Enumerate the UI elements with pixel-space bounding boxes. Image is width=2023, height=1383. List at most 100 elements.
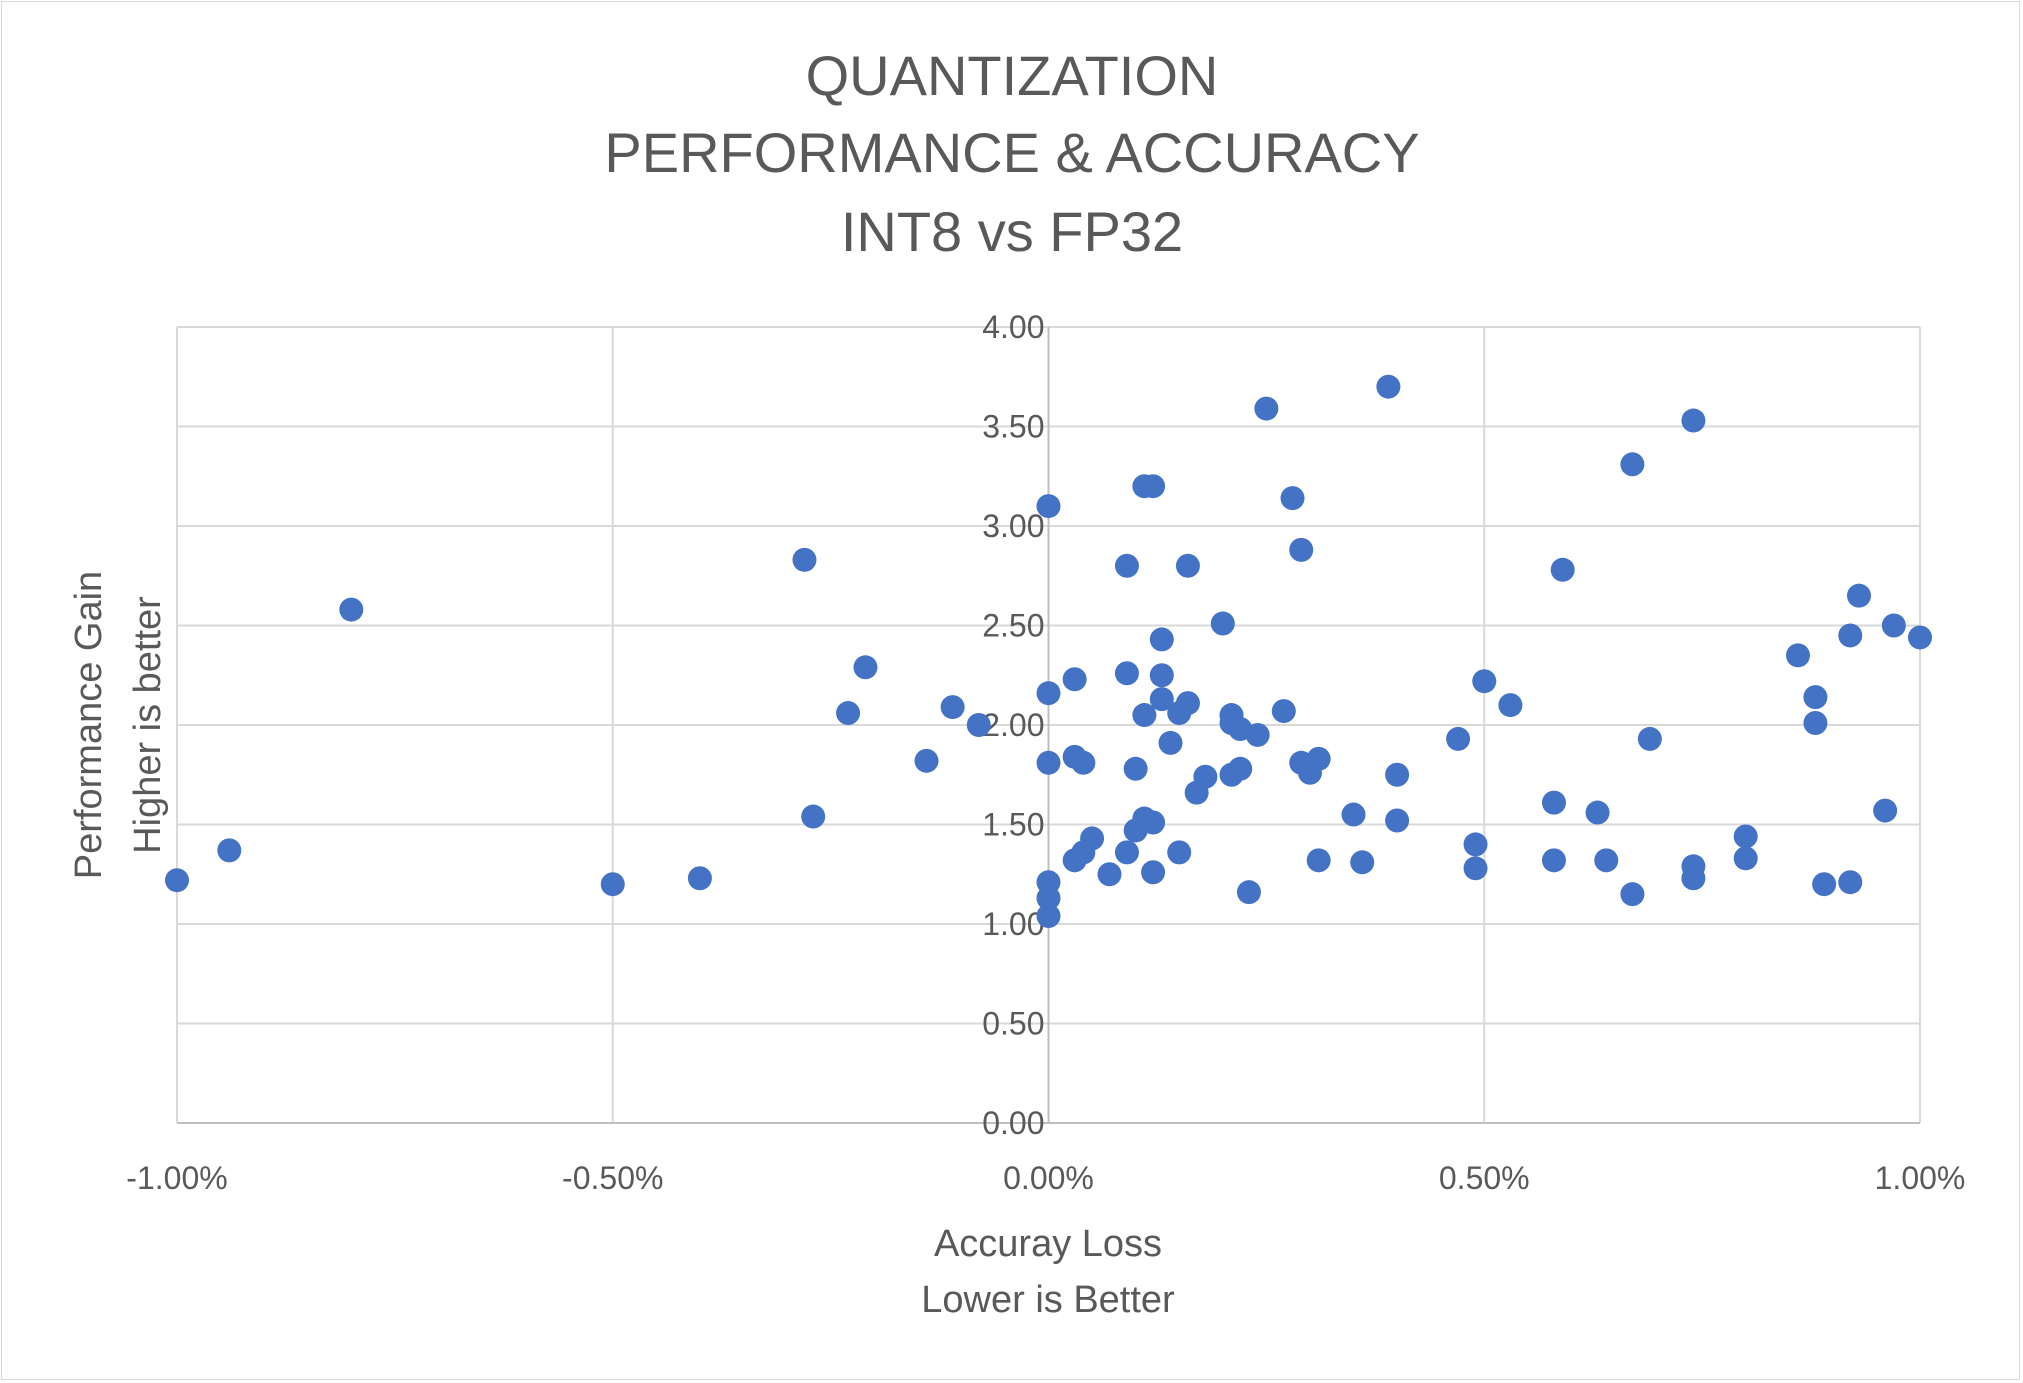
scatter-point — [853, 655, 878, 680]
scatter-point — [1620, 452, 1645, 477]
x-tick-label: 0.00% — [1003, 1160, 1094, 1196]
scatter-point — [1175, 691, 1200, 716]
scatter-point — [1620, 882, 1645, 907]
chart-title-line: INT8 vs FP32 — [841, 200, 1183, 263]
scatter-point — [600, 872, 625, 897]
scatter-point — [1803, 685, 1828, 710]
scatter-point — [792, 547, 817, 572]
scatter-point — [1193, 764, 1218, 789]
scatter-point — [1071, 750, 1096, 775]
scatter-point — [1541, 790, 1566, 815]
scatter-point — [1036, 750, 1061, 775]
scatter-point — [1123, 756, 1148, 781]
scatter-point — [1733, 846, 1758, 871]
scatter-point — [1158, 730, 1183, 755]
scatter-point — [1846, 583, 1871, 608]
scatter-point — [1838, 623, 1863, 648]
y-tick-label: 1.50 — [982, 807, 1044, 843]
scatter-point — [1376, 374, 1401, 399]
scatter-point — [1463, 856, 1488, 881]
scatter-point — [801, 804, 826, 829]
scatter-point — [1306, 746, 1331, 771]
scatter-point — [1289, 537, 1314, 562]
scatter-point — [1585, 800, 1610, 825]
scatter-point — [1681, 408, 1706, 433]
scatter-point — [1838, 870, 1863, 895]
scatter-point — [1062, 667, 1087, 692]
scatter-point — [1167, 840, 1192, 865]
y-tick-label: 4.00 — [982, 309, 1044, 345]
scatter-point — [339, 597, 364, 622]
y-tick-label: 0.00 — [982, 1105, 1044, 1141]
chart-title-line: PERFORMANCE & ACCURACY — [604, 121, 1419, 184]
scatter-point — [1149, 687, 1174, 712]
y-tick-labels: 0.00 0.50 1.00 1.50 2.00 2.50 3.00 3.50 4.00 — [982, 309, 1044, 1141]
data-points — [165, 374, 1932, 929]
scatter-point — [1114, 553, 1139, 578]
scatter-point — [1254, 396, 1279, 421]
y-tick-label: 3.50 — [982, 409, 1044, 445]
scatter-point — [1097, 862, 1122, 887]
scatter-point — [1594, 848, 1619, 873]
scatter-point — [165, 868, 189, 893]
y-axis-title-line: Higher is better — [127, 596, 169, 854]
scatter-point — [1114, 661, 1139, 686]
scatter-point — [1785, 643, 1810, 668]
y-axis-title-line: Performance Gain — [68, 571, 110, 879]
scatter-point — [1280, 486, 1305, 511]
x-tick-label: -1.00% — [126, 1160, 227, 1196]
scatter-point — [1141, 474, 1166, 499]
scatter-point — [1141, 860, 1166, 885]
y-tick-label: 1.00 — [982, 906, 1044, 942]
scatter-point — [1812, 872, 1837, 897]
scatter-point — [1341, 802, 1366, 827]
scatter-point — [1149, 627, 1174, 652]
scatter-point — [1149, 663, 1174, 688]
y-tick-label: 0.50 — [982, 1006, 1044, 1042]
scatter-point — [1498, 693, 1523, 718]
scatter-point — [1873, 798, 1898, 823]
x-tick-labels: -1.00% -0.50% 0.00% 0.50% 1.00% — [126, 1160, 1965, 1196]
axes — [177, 327, 1920, 1124]
scatter-point — [1541, 848, 1566, 873]
scatter-point — [1036, 904, 1061, 929]
scatter-point — [914, 748, 939, 773]
scatter-point — [1803, 711, 1828, 736]
scatter-point — [1908, 625, 1932, 650]
scatter-point — [217, 838, 242, 863]
scatter-point — [966, 713, 991, 737]
x-tick-label: 1.00% — [1875, 1160, 1966, 1196]
scatter-point — [940, 695, 965, 720]
scatter-point — [1228, 756, 1253, 781]
x-axis-title-line: Accuray Loss — [934, 1223, 1162, 1265]
scatter-point — [1881, 613, 1906, 638]
x-tick-label: 0.50% — [1439, 1160, 1530, 1196]
scatter-point — [1472, 669, 1497, 694]
scatter-point — [1385, 808, 1410, 833]
x-axis-title-line: Lower is Better — [921, 1279, 1175, 1321]
scatter-point — [1036, 681, 1061, 706]
scatter-point — [1733, 824, 1758, 849]
x-axis-title: Accuray Loss Lower is Better — [921, 1223, 1175, 1321]
scatter-point — [1385, 762, 1410, 787]
x-tick-label: -0.50% — [562, 1160, 663, 1196]
scatter-point — [1132, 703, 1157, 728]
scatter-point — [1350, 850, 1375, 875]
scatter-point — [1681, 866, 1706, 891]
scatter-point — [1306, 848, 1331, 873]
y-tick-label: 2.00 — [982, 707, 1044, 743]
scatter-point — [1550, 557, 1575, 582]
scatter-point — [1271, 699, 1296, 724]
scatter-point — [1463, 832, 1488, 857]
scatter-point — [1080, 826, 1105, 851]
scatter-point — [1036, 886, 1061, 911]
y-tick-label: 2.50 — [982, 608, 1044, 644]
scatter-point — [1036, 494, 1061, 519]
chart-title: QUANTIZATION PERFORMANCE & ACCURACY INT8… — [604, 44, 1419, 263]
scatter-point — [687, 866, 712, 891]
scatter-point — [1210, 611, 1235, 636]
scatter-point — [836, 701, 861, 726]
scatter-point — [1446, 726, 1471, 751]
